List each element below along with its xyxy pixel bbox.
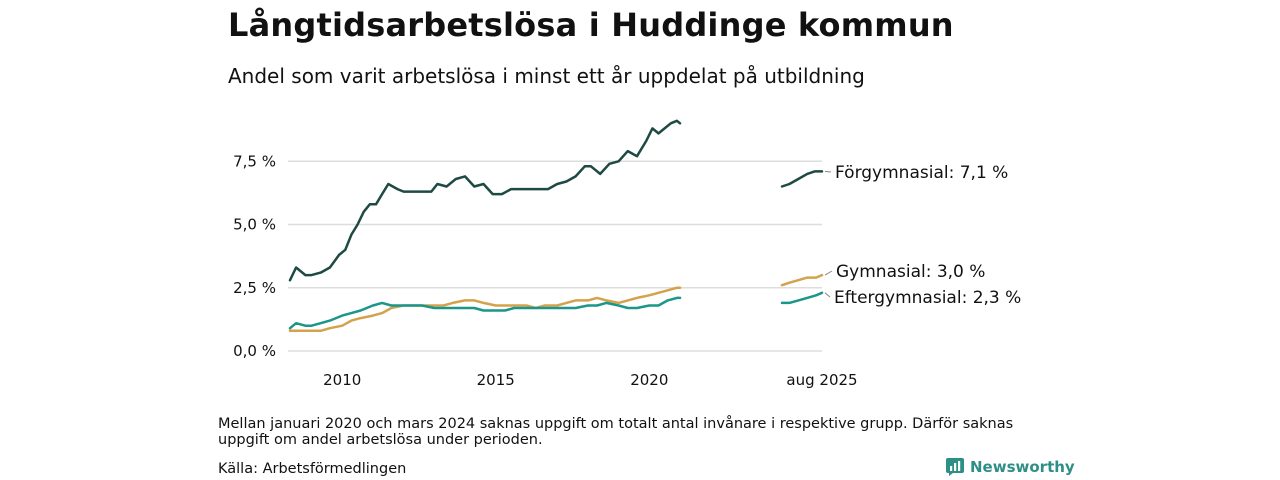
label-connector [824,170,832,173]
grid-lines [288,160,822,352]
chart-title: Långtidsarbetslösa i Huddinge kommun [228,6,954,44]
x-axis-ticks: 2010 2015 2020 aug 2025 [323,371,857,389]
newsworthy-logo-icon [946,458,964,476]
series-line-eftergymnasial-1 [780,291,824,305]
x-tick-label: 2015 [477,371,515,389]
brand-name: Newsworthy [970,458,1075,476]
series-end-label: Gymnasial: 3,0 % [836,262,985,282]
y-tick-label: 7,5 % [233,152,276,170]
series-end-label: Förgymnasial: 7,1 % [835,163,1008,183]
label-connector [824,270,833,276]
y-tick-label: 2,5 % [233,279,276,297]
series-line-förgymnasial-0 [288,119,682,282]
series-end-label: Eftergymnasial: 2,3 % [834,288,1021,308]
chart-subtitle: Andel som varit arbetslösa i minst ett å… [228,64,865,88]
series-line-gymnasial-1 [780,273,824,287]
x-tick-label: aug 2025 [786,371,857,389]
series-line-förgymnasial-1 [780,170,824,188]
y-axis-ticks: 0,0 % 2,5 % 5,0 % 7,5 % [233,152,276,360]
x-tick-label: 2010 [323,371,361,389]
end-labels: Förgymnasial: 7,1 % Gymnasial: 3,0 % Efter… [824,163,1021,308]
brand-logo[interactable]: Newsworthy [946,458,1075,476]
footnote: Mellan januari 2020 och mars 2024 saknas… [218,416,1014,448]
y-tick-label: 5,0 % [233,216,276,234]
series-line-gymnasial-0 [288,286,682,333]
label-connector [824,292,831,298]
series-lines [288,119,824,333]
x-tick-label: 2020 [630,371,668,389]
source-note: Källa: Arbetsförmedlingen [218,461,407,477]
y-tick-label: 0,0 % [233,342,276,360]
series-line-eftergymnasial-0 [288,296,682,330]
